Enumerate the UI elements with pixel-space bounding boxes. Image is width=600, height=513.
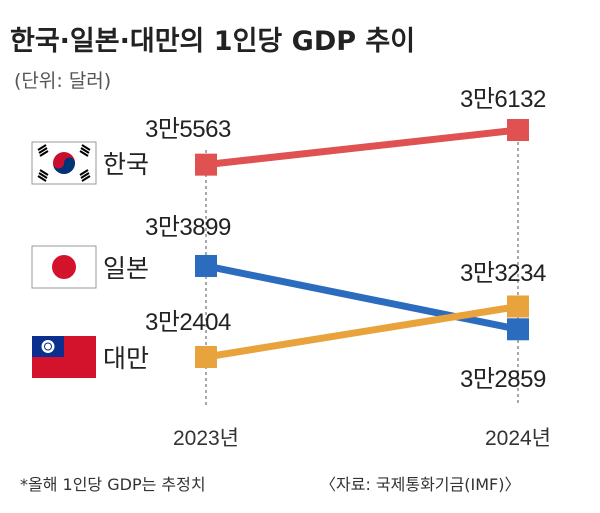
- x-tick-2024: 2024년: [485, 427, 551, 450]
- point-taiwan-2024: [507, 295, 529, 318]
- point-japan-2023: [195, 254, 217, 277]
- label-japan: 일본: [103, 254, 149, 283]
- series-line-korea: [205, 126, 519, 169]
- japan-flag: [31, 245, 97, 289]
- south-korea-flag: [31, 141, 97, 185]
- value-label-korea-2024: 3만6132: [460, 86, 546, 113]
- footnote: *올해 1인당 GDP는 추정치: [20, 475, 206, 494]
- value-label-japan-2024: 3만2859: [460, 366, 546, 393]
- point-korea-2024: [507, 119, 529, 141]
- taiwan-flag: [32, 336, 96, 378]
- value-label-korea-2023: 3만5563: [145, 116, 231, 143]
- label-korea: 한국: [103, 150, 149, 179]
- value-label-taiwan-2023: 3만2404: [145, 309, 231, 336]
- source-note: 〈자료: 국제통화기금(IMF)〉: [320, 475, 520, 494]
- point-korea-2023: [195, 153, 217, 176]
- label-taiwan: 대만: [103, 344, 149, 373]
- point-taiwan-2023: [195, 346, 217, 368]
- point-japan-2024: [507, 318, 529, 341]
- x-tick-2023: 2023년: [173, 427, 239, 450]
- value-label-japan-2023: 3만3899: [145, 214, 231, 241]
- series-line-taiwan: [205, 303, 519, 361]
- value-label-taiwan-2024: 3만3234: [460, 260, 546, 287]
- unit-label: (단위: 달러): [14, 70, 111, 92]
- series-line-japan: [205, 262, 519, 333]
- chart-title: 한국·일본·대만의 1인당 GDP 추이: [10, 26, 415, 57]
